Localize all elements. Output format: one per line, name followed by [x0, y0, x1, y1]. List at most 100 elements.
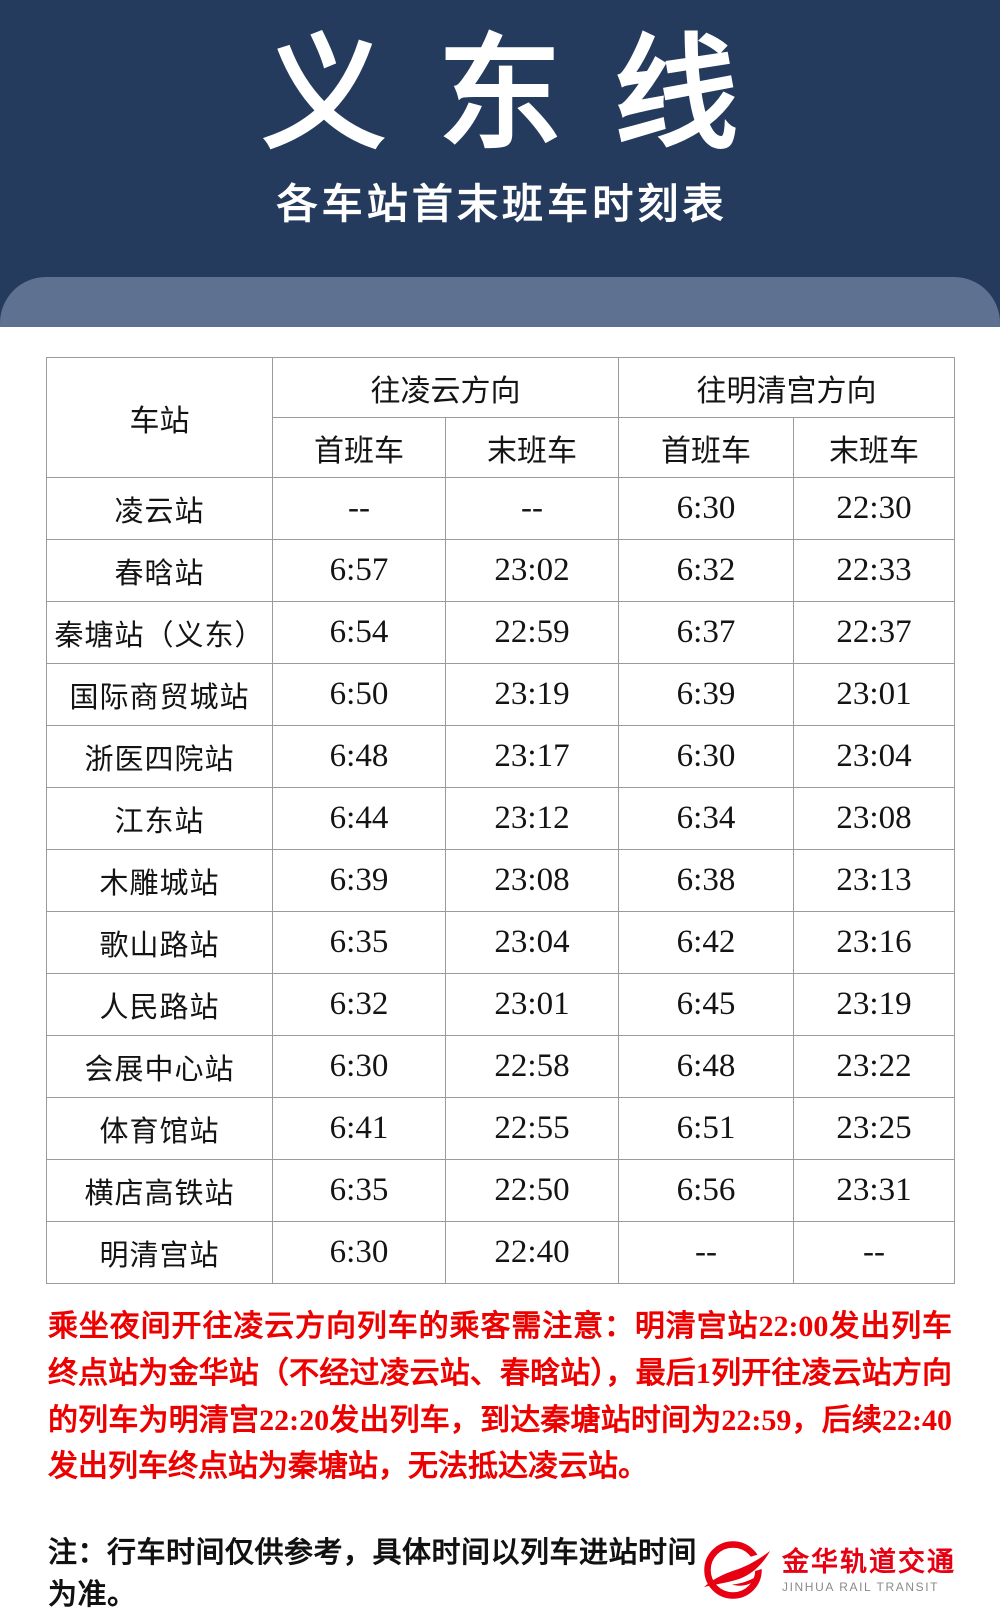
jinhua-rail-transit-logo: 金华轨道交通 JINHUA RAIL TRANSIT [702, 1537, 956, 1606]
subheader-last-train-lingyun: 末班车 [445, 417, 619, 478]
time-cell: 6:56 [618, 1159, 794, 1222]
time-cell: 23:08 [445, 849, 619, 912]
time-cell: 6:37 [618, 601, 794, 664]
time-cell: 6:50 [272, 663, 446, 726]
station-name: 人民路站 [46, 973, 273, 1036]
time-cell: 23:25 [793, 1097, 955, 1160]
subheader-first-train-lingyun: 首班车 [272, 417, 446, 478]
time-cell: 23:12 [445, 787, 619, 850]
time-cell: 23:17 [445, 725, 619, 788]
time-cell: 23:13 [793, 849, 955, 912]
table-row: 国际商贸城站 6:50 23:19 6:39 23:01 [46, 663, 955, 726]
time-cell: 23:01 [793, 663, 955, 726]
header-rounded-band [0, 277, 1000, 327]
table-row: 体育馆站 6:41 22:55 6:51 23:25 [46, 1097, 955, 1160]
table-header-row-directions: 车站 往凌云方向 往明清宫方向 [46, 357, 955, 478]
station-name: 明清宫站 [46, 1221, 273, 1284]
time-cell: 6:30 [272, 1035, 446, 1098]
night-service-notice: 乘坐夜间开往凌云方向列车的乘客需注意：明清宫站22:00发出列车终点站为金华站（… [48, 1310, 952, 1484]
time-cell: 23:22 [793, 1035, 955, 1098]
table-row: 木雕城站 6:39 23:08 6:38 23:13 [46, 849, 955, 912]
time-cell: 22:50 [445, 1159, 619, 1222]
table-row: 秦塘站（义东） 6:54 22:59 6:37 22:37 [46, 601, 955, 664]
time-cell: 6:32 [272, 973, 446, 1036]
time-cell: 6:38 [618, 849, 794, 912]
station-name: 木雕城站 [46, 849, 273, 912]
station-name: 凌云站 [46, 477, 273, 540]
time-cell: 22:40 [445, 1221, 619, 1284]
time-cell: -- [618, 1221, 794, 1284]
time-cell: 23:04 [793, 725, 955, 788]
time-cell: 22:30 [793, 477, 955, 540]
footer: 注：行车时间仅供参考，具体时间以列车进站时间为准。 金华轨道交通 JINHUA … [48, 1529, 956, 1613]
table-row: 凌云站 -- -- 6:30 22:30 [46, 477, 955, 540]
line-subtitle: 各车站首末班车时刻表 [276, 181, 728, 228]
time-cell: 22:55 [445, 1097, 619, 1160]
line-title: 义东线 [261, 26, 791, 164]
station-name: 秦塘站（义东） [46, 601, 273, 664]
time-cell: 22:59 [445, 601, 619, 664]
time-cell: 6:41 [272, 1097, 446, 1160]
logo-text: 金华轨道交通 JINHUA RAIL TRANSIT [782, 1548, 956, 1594]
time-cell: 23:02 [445, 539, 619, 602]
time-cell: 6:35 [272, 1159, 446, 1222]
time-cell: -- [272, 477, 446, 540]
header-banner: 义东线 各车站首末班车时刻表 [0, 0, 1000, 327]
train-circle-logo-icon [702, 1537, 806, 1606]
time-cell: 6:32 [618, 539, 794, 602]
time-cell: 6:42 [618, 911, 794, 974]
time-cell: -- [445, 477, 619, 540]
time-cell: -- [793, 1221, 955, 1284]
time-cell: 6:44 [272, 787, 446, 850]
table-row: 春晗站 6:57 23:02 6:32 22:33 [46, 539, 955, 602]
time-cell: 6:39 [618, 663, 794, 726]
table-row: 歌山路站 6:35 23:04 6:42 23:16 [46, 911, 955, 974]
logo-name-en: JINHUA RAIL TRANSIT [782, 1579, 940, 1594]
time-cell: 6:34 [618, 787, 794, 850]
table-row: 明清宫站 6:30 22:40 -- -- [46, 1221, 955, 1284]
timetable-body: 凌云站 -- -- 6:30 22:30 春晗站 6:57 23:02 6:32 22:33 秦塘站… [46, 477, 955, 1284]
station-name: 体育馆站 [46, 1097, 273, 1160]
station-name: 浙医四院站 [46, 725, 273, 788]
logo-name-cn: 金华轨道交通 [782, 1547, 956, 1578]
station-name: 会展中心站 [46, 1035, 273, 1098]
timetable: 车站 往凌云方向 往明清宫方向 首班车 末班车 首班车 末班车 凌云站 -- -- 6… [46, 357, 955, 1284]
time-cell: 23:19 [793, 973, 955, 1036]
time-cell: 6:48 [272, 725, 446, 788]
time-cell: 6:57 [272, 539, 446, 602]
time-cell: 6:30 [272, 1221, 446, 1284]
subheader-first-train-mingqinggong: 首班车 [618, 417, 794, 478]
time-cell: 22:58 [445, 1035, 619, 1098]
table-row: 浙医四院站 6:48 23:17 6:30 23:04 [46, 725, 955, 788]
table-row: 江东站 6:44 23:12 6:34 23:08 [46, 787, 955, 850]
reference-note: 注：行车时间仅供参考，具体时间以列车进站时间为准。 [48, 1537, 698, 1612]
station-name: 国际商贸城站 [46, 663, 273, 726]
time-cell: 6:54 [272, 601, 446, 664]
time-cell: 6:51 [618, 1097, 794, 1160]
direction-header-lingyun: 往凌云方向 [272, 357, 619, 418]
station-name: 歌山路站 [46, 911, 273, 974]
time-cell: 23:31 [793, 1159, 955, 1222]
time-cell: 22:37 [793, 601, 955, 664]
table-row: 会展中心站 6:30 22:58 6:48 23:22 [46, 1035, 955, 1098]
time-cell: 23:16 [793, 911, 955, 974]
table-row: 横店高铁站 6:35 22:50 6:56 23:31 [46, 1159, 955, 1222]
time-cell: 23:19 [445, 663, 619, 726]
time-cell: 6:30 [618, 725, 794, 788]
time-cell: 6:39 [272, 849, 446, 912]
time-cell: 6:45 [618, 973, 794, 1036]
station-name: 江东站 [46, 787, 273, 850]
time-cell: 23:08 [793, 787, 955, 850]
table-row: 人民路站 6:32 23:01 6:45 23:19 [46, 973, 955, 1036]
time-cell: 6:48 [618, 1035, 794, 1098]
time-cell: 23:04 [445, 911, 619, 974]
time-cell: 6:35 [272, 911, 446, 974]
time-cell: 6:30 [618, 477, 794, 540]
station-column-header: 车站 [46, 357, 273, 478]
time-cell: 23:01 [445, 973, 619, 1036]
station-name: 横店高铁站 [46, 1159, 273, 1222]
direction-header-mingqinggong: 往明清宫方向 [618, 357, 955, 418]
timetable-section: 车站 往凌云方向 往明清宫方向 首班车 末班车 首班车 末班车 凌云站 -- -- 6… [0, 327, 1000, 1284]
station-name: 春晗站 [46, 539, 273, 602]
time-cell: 22:33 [793, 539, 955, 602]
